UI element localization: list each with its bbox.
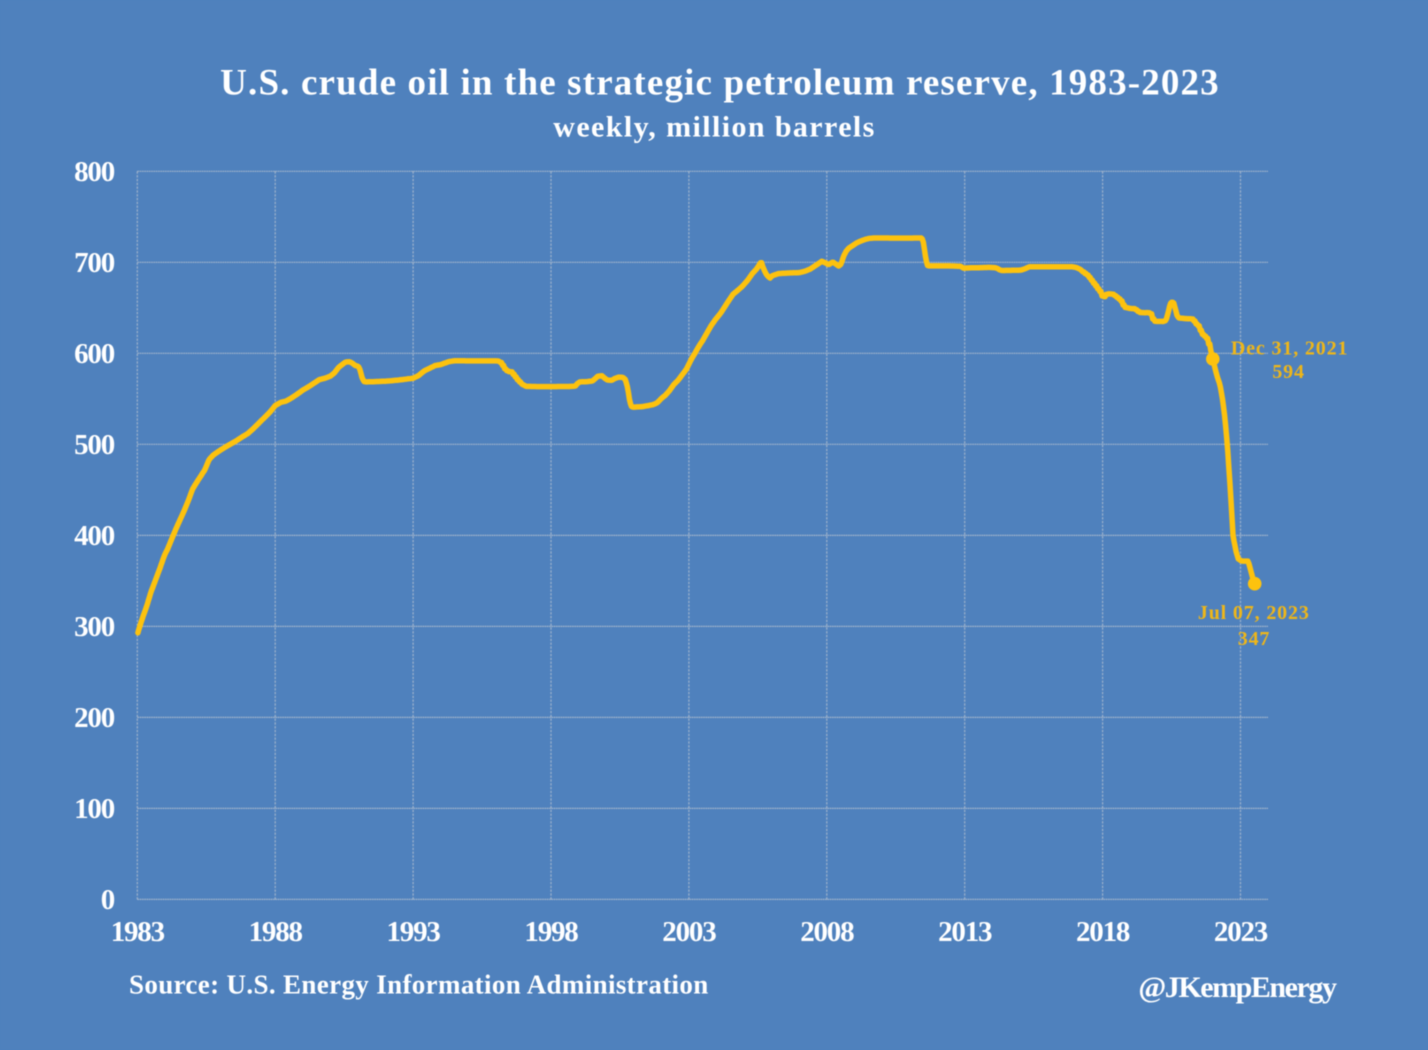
svg-text:0: 0 — [101, 884, 115, 916]
svg-text:2018: 2018 — [1076, 916, 1130, 948]
svg-text:400: 400 — [74, 520, 115, 552]
svg-text:800: 800 — [74, 156, 115, 188]
svg-text:Dec 31, 2021: Dec 31, 2021 — [1231, 338, 1348, 360]
svg-text:Source: U.S. Energy Informatio: Source: U.S. Energy Information Administ… — [129, 970, 709, 1000]
svg-text:100: 100 — [74, 793, 115, 825]
svg-text:200: 200 — [74, 702, 115, 734]
svg-text:weekly, million barrels: weekly, million barrels — [553, 111, 875, 144]
svg-text:2008: 2008 — [800, 916, 854, 948]
svg-text:600: 600 — [74, 338, 115, 370]
svg-text:347: 347 — [1238, 628, 1271, 650]
svg-text:2013: 2013 — [938, 916, 992, 948]
svg-text:U.S. crude oil in the strategi: U.S. crude oil in the strategic petroleu… — [220, 62, 1220, 103]
svg-text:300: 300 — [74, 611, 115, 643]
svg-text:700: 700 — [74, 247, 115, 279]
svg-text:@JKempEnergy: @JKempEnergy — [1138, 971, 1337, 1004]
svg-text:Jul 07, 2023: Jul 07, 2023 — [1198, 602, 1310, 624]
svg-text:1993: 1993 — [386, 916, 440, 948]
svg-text:1998: 1998 — [524, 916, 578, 948]
svg-text:2003: 2003 — [662, 916, 716, 948]
svg-text:500: 500 — [74, 429, 115, 461]
svg-text:1988: 1988 — [249, 916, 303, 948]
svg-text:594: 594 — [1272, 361, 1305, 383]
svg-text:1983: 1983 — [111, 916, 165, 948]
svg-text:2023: 2023 — [1214, 916, 1268, 948]
